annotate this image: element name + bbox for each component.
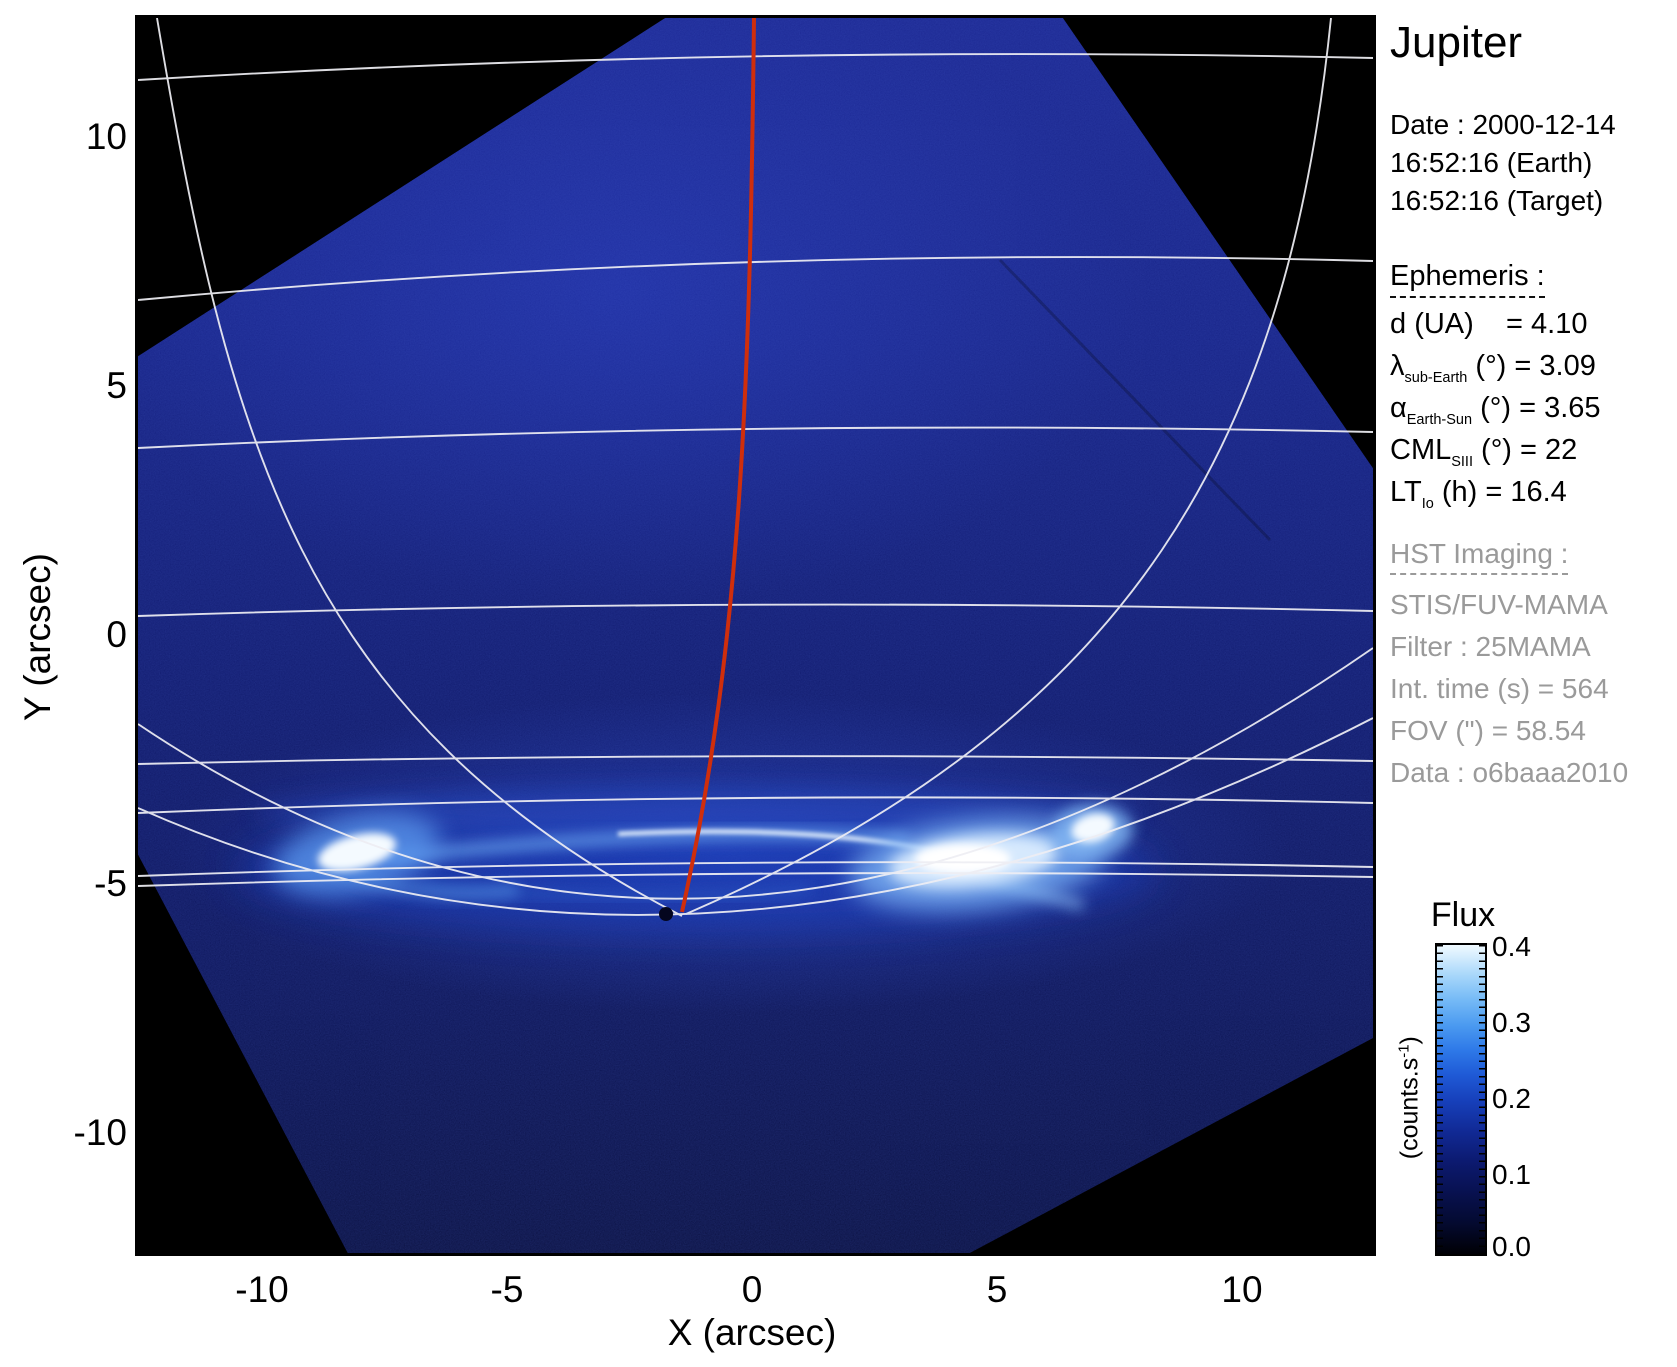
limb-curve bbox=[138, 717, 1373, 916]
observation-date: Date : 2000-12-14 bbox=[1390, 109, 1616, 140]
limb-gap bbox=[659, 907, 673, 921]
ephemeris-row-distance: d (UA) = 4.10 bbox=[1390, 308, 1588, 340]
hst-imaging-heading: HST Imaging : bbox=[1390, 538, 1569, 575]
aurora-io-footprint-spot bbox=[1053, 804, 1133, 856]
latitude-line bbox=[138, 872, 1373, 887]
latitude-line bbox=[138, 796, 1373, 814]
latitude-line bbox=[138, 426, 1373, 449]
latitude-line bbox=[138, 603, 1373, 617]
colorbar-minor-ticks-right bbox=[1479, 945, 1485, 1254]
meridian-line-left bbox=[156, 18, 683, 917]
x-tick-label: 5 bbox=[986, 1269, 1008, 1310]
colorbar-tick-label: 0.3 bbox=[1492, 1007, 1531, 1038]
limb-curve bbox=[138, 647, 1373, 900]
colorbar-tick-label: 0.2 bbox=[1492, 1083, 1531, 1114]
y-axis-title: Y (arcsec) bbox=[17, 553, 58, 721]
hst-fov: FOV (") = 58.54 bbox=[1390, 715, 1586, 746]
latitude-line bbox=[138, 755, 1373, 765]
sky-image bbox=[138, 18, 1373, 1253]
planet-graticule bbox=[138, 18, 1373, 917]
aurora-main-bright-region bbox=[848, 817, 1108, 911]
x-tick-label: -10 bbox=[235, 1269, 289, 1310]
aurora-main-streak bbox=[382, 828, 909, 863]
page-title: Jupiter bbox=[1390, 18, 1523, 67]
colorbar-unit-label: (counts.s-1) bbox=[1395, 1036, 1424, 1160]
x-tick-label: 10 bbox=[1221, 1269, 1263, 1310]
ephemeris-row-subearth-lat: λsub-Earth (°) = 3.09 bbox=[1390, 350, 1596, 386]
colorbar bbox=[1435, 943, 1487, 1256]
ephemeris-row-phase-angle: αEarth-Sun (°) = 3.65 bbox=[1390, 392, 1601, 428]
latitude-line bbox=[138, 861, 1373, 877]
x-axis-title: X (arcsec) bbox=[667, 1312, 837, 1353]
meridian-line-right bbox=[685, 18, 1332, 915]
hst-filter: Filter : 25MAMA bbox=[1390, 631, 1591, 662]
y-tick-label: 5 bbox=[106, 365, 127, 406]
latitude-line bbox=[138, 256, 1373, 301]
central-meridian-line bbox=[680, 18, 756, 913]
ephemeris-row-cml: CMLSIII (°) = 22 bbox=[1390, 434, 1578, 470]
ephemeris-row-io-localtime: LTIo (h) = 16.4 bbox=[1390, 476, 1567, 512]
observation-time-earth: 16:52:16 (Earth) bbox=[1390, 147, 1593, 178]
y-tick-label: 10 bbox=[85, 116, 127, 157]
latitude-line bbox=[138, 53, 1373, 81]
detector-seam-artifact bbox=[998, 258, 1272, 542]
y-tick-label: 0 bbox=[106, 614, 127, 655]
ephemeris-heading: Ephemeris : bbox=[1390, 260, 1545, 298]
aurora-upper-haze bbox=[258, 788, 1138, 836]
hst-dataset-id: Data : o6baaa2010 bbox=[1390, 757, 1629, 788]
colorbar-minor-ticks-left bbox=[1437, 945, 1443, 1254]
colorbar-title: Flux bbox=[1430, 896, 1496, 934]
y-tick-label: -5 bbox=[94, 863, 127, 904]
observation-time-target: 16:52:16 (Target) bbox=[1390, 185, 1604, 216]
hst-instrument: STIS/FUV-MAMA bbox=[1390, 589, 1608, 620]
colorbar-tick-label: 0.4 bbox=[1492, 931, 1531, 962]
colorbar-tick-label: 0.1 bbox=[1492, 1159, 1531, 1190]
colorbar-tick-label: 0.0 bbox=[1492, 1231, 1531, 1262]
image-plot-area bbox=[135, 15, 1376, 1256]
y-tick-label: -10 bbox=[73, 1112, 127, 1153]
aurora-left-spot bbox=[273, 812, 519, 900]
x-tick-label: -5 bbox=[490, 1269, 524, 1310]
aurora-emission bbox=[238, 788, 1158, 932]
hst-integration-time: Int. time (s) = 564 bbox=[1390, 673, 1609, 704]
x-tick-label: 0 bbox=[741, 1269, 763, 1310]
